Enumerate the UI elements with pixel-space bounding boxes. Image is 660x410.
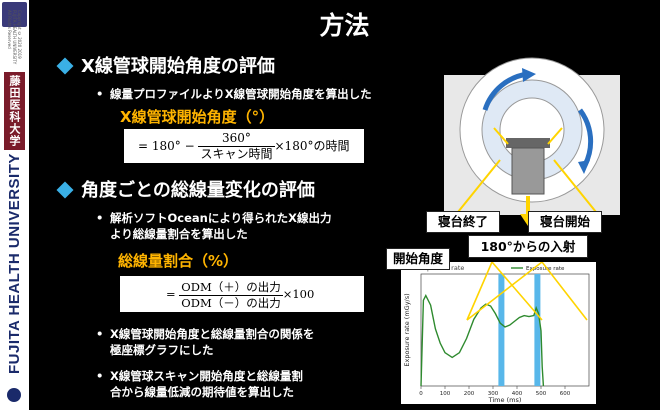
section2-bullet3-line2: 極座標グラフにした — [110, 343, 214, 357]
rotation-arrow-right-icon — [577, 108, 594, 167]
section1-heading: X線管球開始角度の評価 — [55, 52, 275, 78]
chart-highlight-band — [498, 274, 505, 386]
chart-y-axis-label: Exposure rate (mGy/s) — [403, 293, 411, 366]
section2-bullet-line2: より総線量割合を算出した — [110, 227, 248, 241]
bullet-dot-icon: • — [96, 369, 104, 383]
x-ray-tube-body — [511, 147, 545, 195]
diamond-bullet-icon — [56, 57, 74, 75]
ct-gantry-diagram — [444, 57, 620, 226]
rotation-arrowhead-right-icon — [578, 160, 590, 174]
chart-legend-label: Exposure rate — [526, 266, 565, 272]
section2-bullet: • 解析ソフトOceanにより得られたX線出力 より総線量割合を算出した — [96, 210, 332, 242]
university-sidebar: Copyright © 2020 2019 FUJITA HEALTH UNIV… — [0, 0, 29, 410]
diamond-bullet-icon — [56, 181, 74, 199]
chart-beam-line — [466, 262, 543, 321]
section2-bullet4-line1: X線管球スキャン開始角度と総線量割 — [110, 369, 303, 383]
section1-bullet-text: 線量プロファイルよりX線管球開始角度を算出した — [110, 87, 372, 101]
formula1-numerator: 360° — [198, 131, 275, 147]
chart-x-tick-label: 400 — [512, 391, 523, 397]
formula2-fraction: ODM（＋）の出力 ODM（－）の出力 — [179, 279, 283, 311]
bullet-dot-icon: • — [96, 327, 104, 341]
section2-bullet3-line1: X線管球開始角度と総線量割合の関係を — [110, 327, 315, 341]
copyright-text: Copyright © 2020 2019 FUJITA HEALTH UNIV… — [8, 10, 22, 65]
university-name-jp: 藤田医科大学 — [4, 72, 25, 150]
formula1-denominator: スキャン時間 — [200, 147, 273, 161]
university-name-en: FUJITA HEALTH UNIVERSITY — [6, 153, 23, 374]
x-ray-tube-head — [506, 138, 550, 148]
formula2-tail: ×100 — [282, 287, 315, 301]
exposure-rate-chart: Exposure rate Time (ms) Exposure rate (m… — [401, 262, 596, 404]
university-crest-icon — [2, 2, 27, 27]
formula1-box: = 180° − 360° スキャン時間 ×180°の時間 — [124, 129, 364, 163]
chart-beam-line — [491, 262, 543, 321]
chart-x-tick-label: 200 — [464, 391, 475, 397]
rotation-arrow-left-icon — [482, 71, 529, 111]
formula2-denominator: ODM（－）の出力 — [181, 295, 281, 310]
formula1-fraction: 360° スキャン時間 — [198, 131, 275, 162]
formula2-numerator: ODM（＋）の出力 — [179, 279, 283, 296]
formula1-lhs: = 180° − — [138, 139, 195, 153]
section2-bullet-line1: 解析ソフトOceanにより得られたX線出力 — [110, 211, 332, 225]
chart-plot-frame — [420, 273, 590, 387]
chart-beam-line — [541, 262, 588, 321]
bullet-dot-icon: • — [96, 87, 104, 101]
chart-beam-line — [466, 262, 493, 321]
beam-ray-left — [493, 127, 509, 145]
section1-heading-text: X線管球開始角度の評価 — [81, 56, 275, 77]
label-bed-start: 寝台開始 — [528, 211, 602, 233]
section2-heading-text: 角度ごとの総線量変化の評価 — [81, 180, 315, 201]
rotation-arrowhead-left-icon — [522, 68, 536, 82]
formula2-lhs: = — [166, 287, 176, 301]
chart-x-tick-label: 100 — [440, 391, 451, 397]
chart-x-axis-label: Time (ms) — [488, 396, 522, 404]
chart-x-tick-label: 0 — [419, 391, 423, 397]
formula2-title: 総線量割合（%） — [118, 252, 239, 270]
section2-heading: 角度ごとの総線量変化の評価 — [55, 176, 315, 202]
university-logo-icon — [7, 388, 21, 402]
formula1-tail: ×180°の時間 — [274, 139, 350, 153]
formula2-box: = ODM（＋）の出力 ODM（－）の出力 ×100 — [120, 276, 364, 312]
pointer-line-end — [457, 159, 501, 213]
pointer-line-start — [553, 159, 597, 213]
bullet-dot-icon: • — [96, 211, 104, 225]
chart-x-tick-label: 300 — [488, 391, 499, 397]
slide-title: 方法 — [319, 11, 370, 40]
label-incidence-180: 180°からの入射 — [468, 235, 588, 258]
section2-bullet4-line2: 合から線量低減の期待値を算出した — [110, 385, 294, 399]
section2-bullet4: • X線管球スキャン開始角度と総線量割 合から線量低減の期待値を算出した — [96, 368, 303, 400]
chart-x-tick-label: 500 — [536, 391, 547, 397]
label-start-angle: 開始角度 — [386, 248, 450, 270]
section1-bullet: • 線量プロファイルよりX線管球開始角度を算出した — [96, 86, 372, 102]
beam-ray-right — [547, 127, 563, 145]
formula1-title: X線管球開始角度（°） — [120, 108, 275, 126]
chart-x-tick-label: 600 — [560, 391, 571, 397]
chart-highlight-band — [534, 274, 541, 386]
section2-bullet3: • X線管球開始角度と総線量割合の関係を 極座標グラフにした — [96, 326, 315, 358]
label-bed-end: 寝台終了 — [426, 211, 500, 233]
